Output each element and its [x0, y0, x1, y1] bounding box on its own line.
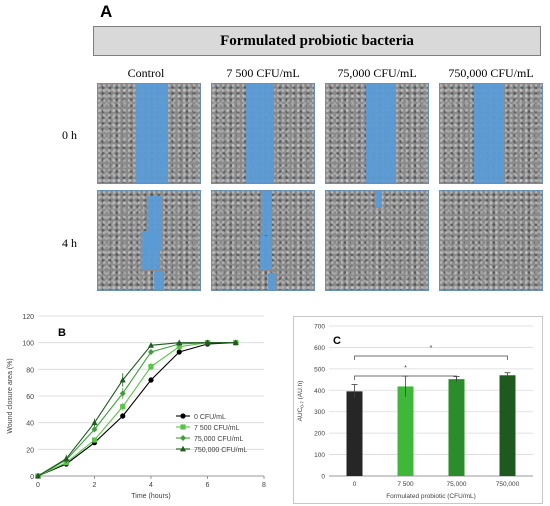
y-tick-label: 100: [314, 452, 325, 459]
y-tick-label: 60: [26, 394, 34, 401]
micrograph-75000-0h: [325, 83, 429, 184]
wound-gap: [366, 84, 396, 183]
y-tick-label: 500: [314, 366, 325, 373]
y-tick-label: 400: [314, 388, 325, 395]
column-label-7500: 7 500 CFU/mL: [226, 66, 300, 80]
data-point: [148, 377, 154, 383]
chart-c-frame: [293, 316, 543, 504]
legend-marker: [180, 413, 186, 419]
significance-label: *: [404, 365, 407, 372]
data-point: [63, 455, 70, 462]
wound-gap: [376, 191, 382, 208]
column-label-control: Control: [127, 66, 165, 80]
data-point: [91, 437, 98, 443]
bar: [499, 375, 516, 476]
legend-label: 75,000 CFU/mL: [194, 436, 244, 443]
data-point: [148, 349, 154, 355]
micrograph-7500-0h: [211, 83, 315, 184]
micrograph-7500-4h: [211, 190, 315, 291]
micrograph-control-0h: [97, 83, 201, 184]
x-tick-label: 75,000: [447, 481, 467, 488]
y-tick-label: 200: [314, 431, 325, 438]
y-tick-label: 300: [314, 409, 325, 416]
significance-label: *: [430, 345, 433, 352]
data-point: [148, 342, 154, 348]
wound-gap: [142, 231, 160, 270]
x-tick-label: 4: [149, 482, 153, 489]
micrograph-control-4h: [97, 190, 201, 291]
chart-b: 0 20 40 60 80 100 120 0 2 4 6 8 Time (hours) Wound cl…: [7, 314, 266, 500]
data-point: [35, 472, 41, 479]
series-3: 750,000 CFU/mL: [35, 339, 247, 479]
data-point: [119, 390, 126, 397]
y-tick-label: 700: [314, 324, 325, 331]
wound-gap: [154, 271, 164, 290]
y-tick-label: 600: [314, 345, 325, 352]
micrograph-750000-4h: [439, 190, 543, 291]
y-axis-title: AUC0-7 (AU.h): [297, 381, 305, 422]
x-axis-title: Time (hours): [131, 493, 170, 500]
series-line: [37, 342, 236, 477]
y-tick-label: 80: [26, 367, 34, 374]
panel-a-label: A: [100, 2, 113, 21]
x-tick-label: 6: [206, 482, 210, 489]
panel-b-label: B: [58, 327, 66, 339]
data-point: [91, 419, 98, 426]
row-label-4h: 4 h: [62, 236, 77, 250]
micrograph-75000-4h: [325, 190, 429, 291]
y-tick-label: 0: [30, 474, 34, 481]
banner-title: Formulated probiotic bacteria: [93, 26, 541, 56]
y-axis-title: Wound closure area (%): [7, 358, 14, 433]
data-point: [119, 376, 126, 383]
x-tick-label: 750,000: [496, 481, 520, 488]
series-line: [37, 342, 236, 477]
wound-gap: [474, 84, 504, 183]
data-point: [91, 426, 98, 433]
x-axis-title: Formulated probiotic (CFU/mL): [386, 493, 476, 500]
x-tick-label: 2: [93, 482, 97, 489]
wound-gap: [262, 191, 272, 235]
x-tick-label: 8: [262, 482, 266, 489]
y-tick-label: 40: [26, 421, 34, 428]
column-label-750000: 750,000 CFU/mL: [448, 66, 534, 80]
legend-label: 750,000 CFU/mL: [194, 447, 247, 454]
data-point: [176, 339, 183, 346]
legend-marker: [180, 435, 186, 441]
y-tick-label: 0: [321, 474, 325, 481]
x-tick-label: 0: [353, 481, 357, 488]
data-point: [148, 364, 154, 370]
y-tick-label: 20: [26, 447, 34, 454]
data-point: [120, 413, 126, 419]
bar: [346, 391, 363, 476]
wound-gap: [246, 84, 274, 183]
legend-label: 0 CFU/mL: [194, 414, 226, 421]
y-tick-label: 100: [22, 341, 34, 348]
data-point: [120, 404, 126, 410]
x-tick-label: 0: [36, 482, 40, 489]
micrograph-750000-0h: [439, 83, 543, 184]
row-label-0h: 0 h: [62, 128, 77, 142]
wound-gap: [136, 84, 168, 183]
legend-label: 7 500 CFU/mL: [194, 425, 240, 432]
wound-gap: [268, 273, 276, 290]
data-point: [176, 349, 182, 355]
legend-marker: [180, 424, 186, 430]
panel-c-label: C: [333, 335, 341, 347]
bar: [397, 386, 414, 476]
y-tick-label: 120: [22, 314, 34, 321]
bar: [448, 379, 465, 476]
data-point: [204, 339, 211, 346]
data-point: [232, 339, 239, 346]
column-label-75000: 75,000 CFU/mL: [337, 66, 417, 80]
wound-gap: [260, 236, 272, 270]
x-tick-label: 7 500: [397, 481, 414, 488]
legend-marker: [180, 445, 186, 452]
significance-bracket: [354, 355, 508, 360]
significance-bracket: [354, 375, 457, 380]
chart-c: 0 100 200 300 400 500 600 700 0 7 500 75,000 750,00…: [297, 324, 533, 500]
